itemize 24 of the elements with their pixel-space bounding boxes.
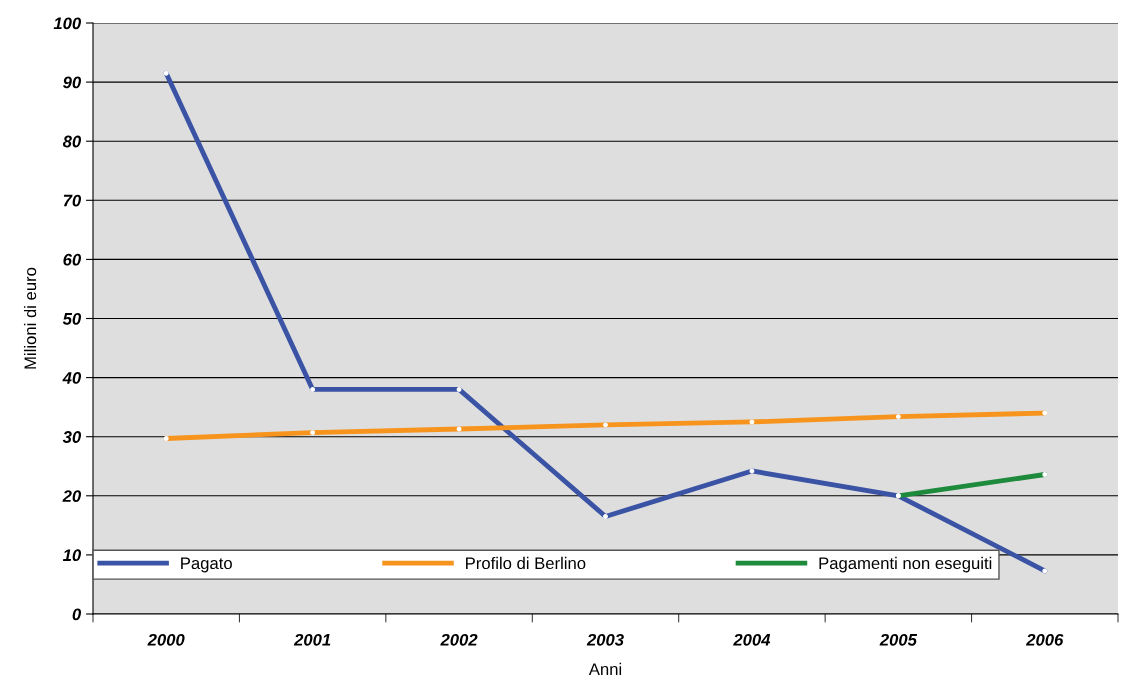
y-tick-label: 0: [72, 608, 82, 621]
y-tick-label: 20: [62, 490, 82, 502]
x-tick-label: 2000: [147, 633, 185, 646]
x-tick-label: 2002: [440, 633, 478, 646]
x-tick-label: 2005: [879, 633, 918, 646]
y-tick-label: 50: [62, 312, 82, 325]
x-tick-label: 2003: [586, 633, 624, 646]
line-series: [163, 70, 1048, 574]
x-tick-label: 2006: [1025, 633, 1064, 646]
y-tick-label: 90: [63, 76, 82, 89]
y-axis-title: Milioni di euro: [23, 267, 37, 369]
y-tick-label: 100: [53, 17, 82, 30]
y-tick-label: 70: [63, 194, 82, 207]
y-tick-label: 10: [62, 549, 82, 562]
x-axis-title: Anni: [588, 662, 622, 675]
legend-label: Pagato: [181, 557, 232, 573]
legend-label: Profilo di Berlino: [466, 556, 586, 570]
y-tick-label: 60: [63, 253, 82, 266]
legend-label: Pagamenti non eseguiti: [819, 556, 992, 573]
x-tick-label: 2004: [733, 633, 771, 646]
y-tick-label: 40: [62, 372, 82, 384]
y-tick-label: 30: [62, 431, 82, 443]
y-tick-label: 80: [62, 135, 82, 148]
x-tick-label: 2001: [293, 633, 331, 646]
